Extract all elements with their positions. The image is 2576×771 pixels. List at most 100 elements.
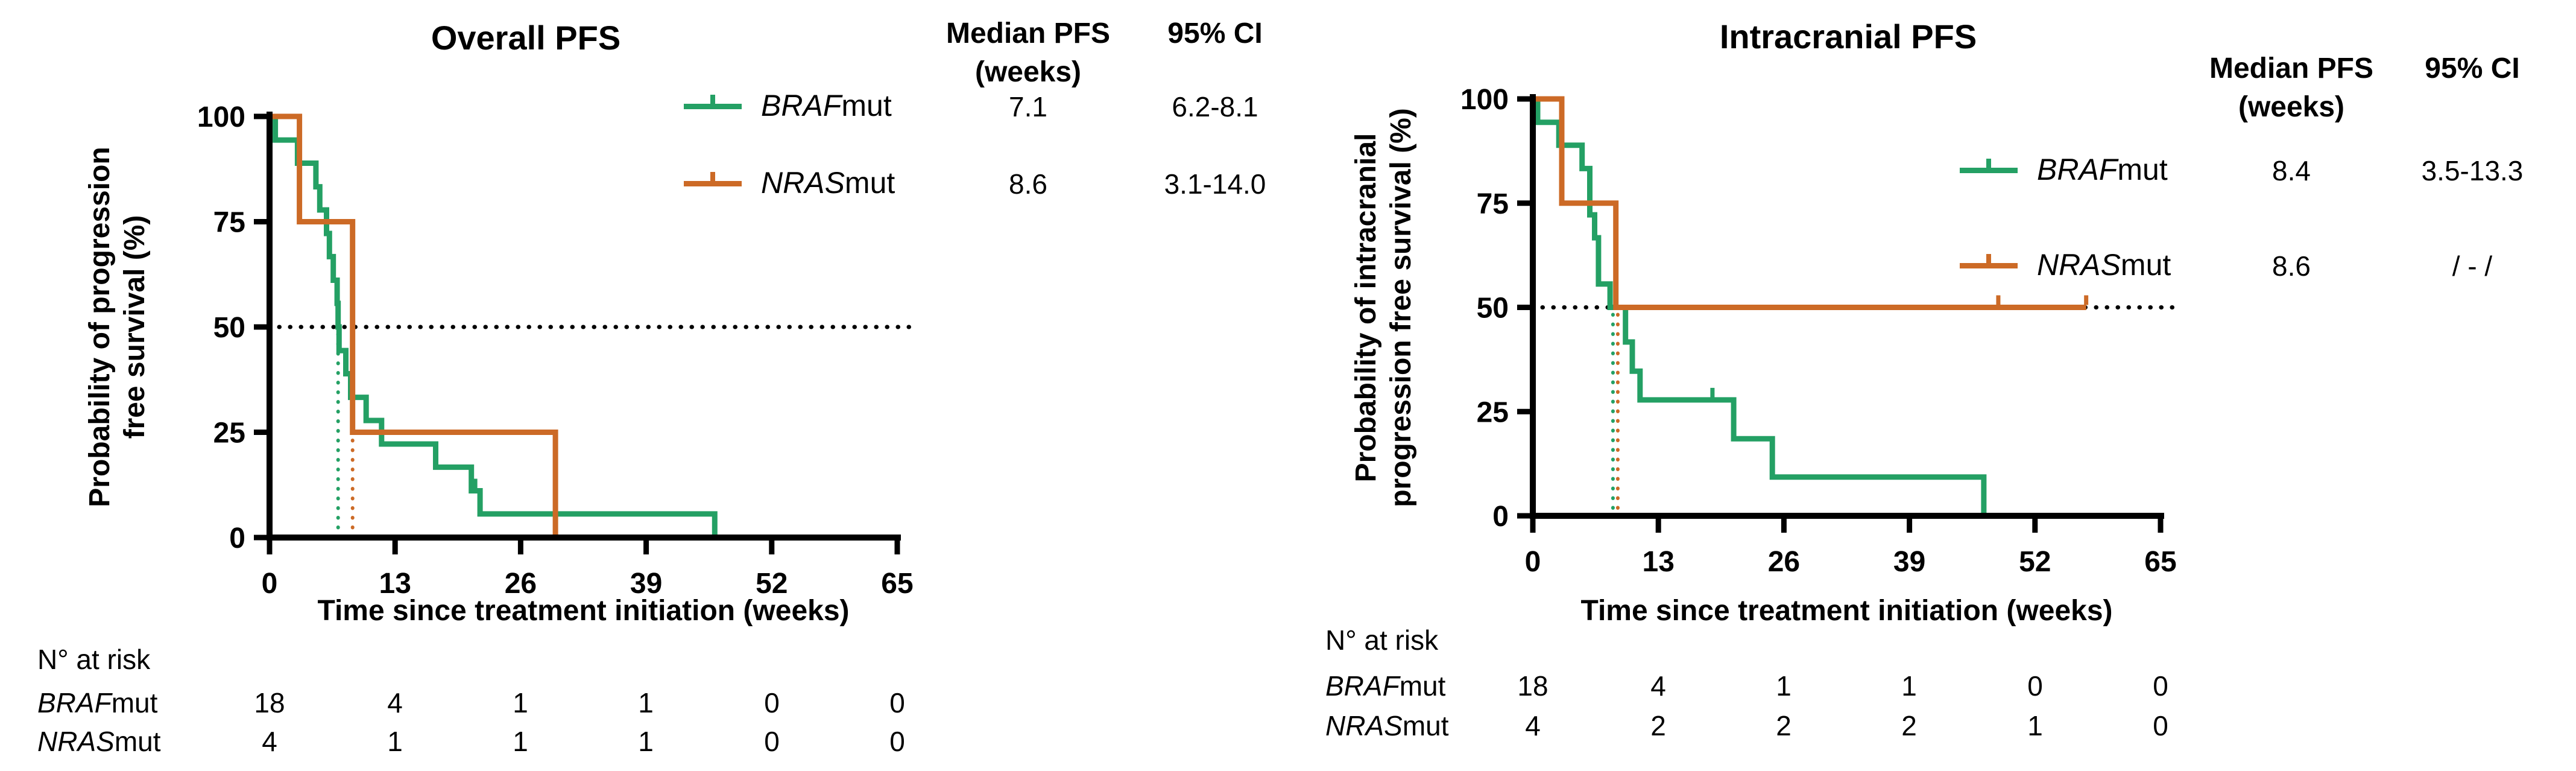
y-tick-label: 25 — [1477, 396, 1509, 428]
risk-row-label-braf: BRAFmut — [1325, 670, 1445, 702]
gene-suffix: mut — [1399, 670, 1446, 702]
overall-pfs-title: Overall PFS — [431, 19, 621, 57]
intracranial-pfs-y-axis-label: Probability of intracranial progression … — [1339, 60, 1429, 555]
y-axis-label-line2: free survival (%) — [119, 215, 151, 439]
y-tick-label: 0 — [229, 522, 245, 554]
braf-legend-marker-icon — [684, 95, 742, 109]
overall-pfs-x-axis-label: Time since treatment initiation (weeks) — [317, 595, 850, 627]
risk-count: 1 — [513, 687, 528, 719]
braf-gene-suffix: mut — [841, 89, 892, 122]
risk-count: 18 — [1517, 670, 1548, 702]
nras-gene-suffix: mut — [2120, 248, 2171, 282]
risk-count: 0 — [764, 726, 780, 757]
chart-intracranial-pfs: 0 25 50 75 100 0 13 26 39 52 65 — [1460, 84, 2177, 578]
braf-legend-marker-icon — [1960, 159, 2018, 173]
risk-count: 2 — [1776, 710, 1792, 741]
y-axis-label-line1: Probability of progression — [84, 147, 116, 507]
braf-median-value: 8.4 — [2272, 155, 2311, 186]
gene-italic: BRAF — [1325, 670, 1400, 702]
NRASmut-survival-curve — [1533, 96, 2086, 310]
nras-ci-value: / - / — [2452, 250, 2493, 282]
y-tick-label: 0 — [1492, 501, 1509, 533]
risk-count: 4 — [262, 726, 277, 757]
risk-count: 18 — [254, 687, 285, 719]
intracranial-pfs-title: Intracranial PFS — [1719, 17, 1977, 56]
nras-legend-marker-icon — [684, 172, 742, 186]
x-tick-label: 13 — [379, 568, 411, 600]
nras-ci-value: 3.1-14.0 — [1164, 168, 1266, 200]
y-tick-label: 50 — [1477, 293, 1509, 325]
y-tick-label: 100 — [1460, 84, 1509, 116]
risk-count: 1 — [2027, 710, 2043, 741]
chart-overall-pfs: 0 25 50 75 100 0 13 26 39 52 65 — [197, 101, 914, 600]
risk-count: 1 — [1901, 670, 1917, 702]
risk-count: 0 — [2027, 670, 2043, 702]
risk-count: 0 — [764, 687, 780, 719]
risk-count: 1 — [638, 687, 654, 719]
braf-median-value: 7.1 — [1009, 91, 1047, 122]
risk-count: 4 — [1650, 670, 1666, 702]
intracranial-pfs-x-axis-label: Time since treatment initiation (weeks) — [1580, 595, 2113, 627]
risk-count: 1 — [638, 726, 654, 757]
risk-count: 0 — [889, 726, 905, 757]
gene-suffix: mut — [114, 726, 161, 757]
x-tick-label: 0 — [1525, 546, 1541, 578]
risk-count: 2 — [1650, 710, 1666, 741]
ci-header: 95% CI — [2425, 52, 2520, 84]
y-tick-label: 25 — [213, 417, 245, 449]
braf-legend-label: BRAFmut — [2037, 152, 2168, 187]
braf-gene-name: BRAF — [761, 89, 842, 122]
x-tick-label: 26 — [1768, 546, 1800, 578]
nras-legend-label: NRASmut — [761, 165, 895, 200]
x-tick-label: 26 — [505, 568, 537, 600]
risk-count: 0 — [889, 687, 905, 719]
x-tick-label: 65 — [881, 568, 913, 600]
x-tick-label: 52 — [756, 568, 788, 600]
NRASmut-survival-curve — [270, 113, 558, 538]
risk-row-label-nras: NRASmut — [1325, 709, 1449, 742]
x-tick-label: 39 — [1893, 546, 1925, 578]
braf-gene-name: BRAF — [2037, 153, 2118, 186]
nras-median-value: 8.6 — [1009, 168, 1047, 200]
nras-legend-marker-icon — [1960, 254, 2018, 268]
y-tick-label: 50 — [213, 312, 245, 344]
x-tick-label: 52 — [2019, 546, 2051, 578]
overall-pfs-y-axis-label: Probability of progression free survival… — [72, 80, 163, 574]
gene-italic: BRAF — [37, 687, 112, 719]
y-axis-label-line1: Probability of intracranial — [1350, 133, 1382, 483]
gene-suffix: mut — [111, 687, 158, 719]
braf-legend-label: BRAFmut — [761, 88, 892, 123]
braf-gene-suffix: mut — [2117, 153, 2168, 186]
risk-count: 0 — [2153, 670, 2168, 702]
gene-italic: NRAS — [37, 726, 115, 757]
risk-count: 0 — [2153, 710, 2168, 741]
y-tick-label: 100 — [197, 101, 245, 133]
risk-count: 1 — [1776, 670, 1792, 702]
y-axis-label-line2: progression free survival (%) — [1385, 108, 1417, 507]
median-pfs-header-units: (weeks) — [2238, 91, 2345, 123]
y-tick-label: 75 — [213, 207, 245, 239]
median-pfs-header: Median PFS — [2209, 52, 2374, 84]
BRAFmut-survival-curve — [270, 113, 718, 538]
risk-count: 4 — [1525, 710, 1541, 741]
nras-gene-name: NRAS — [761, 166, 845, 200]
x-tick-label: 39 — [630, 568, 662, 600]
risk-table-header: N° at risk — [37, 644, 151, 675]
x-tick-label: 0 — [262, 568, 278, 600]
risk-count: 2 — [1901, 710, 1917, 741]
risk-count: 1 — [387, 726, 403, 757]
BRAFmut-survival-curve — [1533, 96, 1987, 516]
risk-count: 1 — [513, 726, 528, 757]
nras-legend-label: NRASmut — [2037, 247, 2171, 282]
risk-row-label-nras: NRASmut — [37, 725, 161, 758]
y-tick-label: 75 — [1477, 188, 1509, 220]
braf-ci-value: 3.5-13.3 — [2421, 155, 2524, 186]
x-tick-label: 65 — [2144, 546, 2176, 578]
nras-gene-name: NRAS — [2037, 248, 2121, 282]
nras-median-value: 8.6 — [2272, 250, 2311, 282]
braf-ci-value: 6.2-8.1 — [1172, 91, 1258, 122]
median-pfs-header: Median PFS — [945, 17, 1111, 49]
x-tick-label: 13 — [1643, 546, 1675, 578]
